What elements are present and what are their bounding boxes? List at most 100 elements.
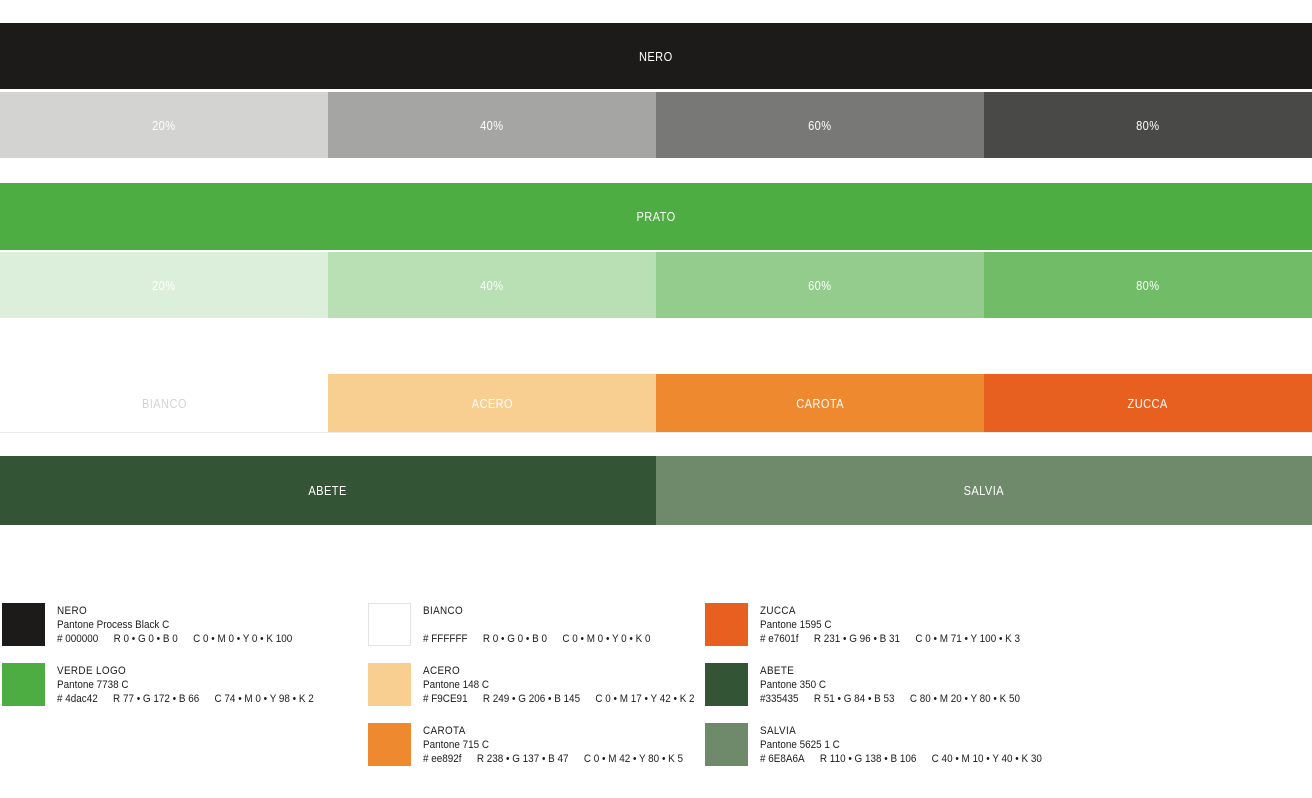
- zucca-cell: ZUCCA: [984, 374, 1312, 432]
- abete-cell: ABETE: [0, 456, 656, 525]
- hex-value: # FFFFFF: [423, 633, 468, 645]
- legend-entry-zucca: ZUCCA Pantone 1595 C # e7601f R 231 • G 9…: [705, 603, 1073, 646]
- acero-cell-label: ACERO: [471, 395, 513, 411]
- accent-colors-row: BIANCO ACERO CAROTA ZUCCA: [0, 374, 1312, 433]
- prato-bar: PRATO: [0, 183, 1312, 250]
- legend-entry-salvia: SALVIA Pantone 5625 1 C # 6E8A6A R 110 • …: [705, 723, 1073, 766]
- nero-tint-40-cell: 40%: [328, 92, 656, 158]
- nero-tints-row: 20% 40% 60% 80%: [0, 92, 1312, 158]
- salvia-cell: SALVIA: [656, 456, 1312, 525]
- color-name: BIANCO: [423, 605, 464, 617]
- legend-column-1: NERO Pantone Process Black C # 000000 R 0…: [2, 603, 368, 783]
- color-name: SALVIA: [760, 725, 797, 737]
- legend-entry-acero: ACERO Pantone 148 C # F9CE91 R 249 • G 20…: [368, 663, 705, 706]
- acero-cell: ACERO: [328, 374, 656, 432]
- green-colors-row: ABETE SALVIA: [0, 456, 1312, 525]
- prato-tint-60-cell: 60%: [656, 252, 984, 318]
- abete-cell-label: ABETE: [308, 483, 348, 498]
- nero-tint-40-label: 40%: [480, 117, 504, 133]
- zucca-swatch: [705, 603, 748, 646]
- rgb-value: R 0 • G 0 • B 0: [113, 633, 178, 645]
- abete-swatch: [705, 663, 748, 706]
- acero-swatch: [368, 663, 411, 706]
- salvia-swatch: [705, 723, 748, 766]
- hex-value: # 000000: [57, 633, 99, 645]
- nero-tint-60-cell: 60%: [656, 92, 984, 158]
- bianco-cell-label: BIANCO: [141, 395, 187, 411]
- pantone-ref: Pantone 1595 C: [760, 619, 832, 631]
- cmyk-value: C 40 • M 10 • Y 40 • K 30: [931, 753, 1042, 765]
- cmyk-value: C 0 • M 71 • Y 100 • K 3: [915, 633, 1021, 645]
- pantone-ref: Pantone 148 C: [423, 679, 490, 691]
- cmyk-value: C 0 • M 0 • Y 0 • K 100: [193, 633, 293, 645]
- nero-tint-80-cell: 80%: [984, 92, 1312, 158]
- color-specs-legend: NERO Pantone Process Black C # 000000 R 0…: [0, 603, 1312, 783]
- color-name: VERDE LOGO: [57, 665, 127, 677]
- hex-value: #335435: [760, 693, 799, 705]
- carota-cell-label: CAROTA: [796, 395, 844, 411]
- hex-value: # e7601f: [760, 633, 799, 645]
- bianco-cell: BIANCO: [0, 374, 328, 432]
- color-specs: #335435 R 51 • G 84 • B 53 C 80 • M 20 • Y…: [760, 692, 1020, 706]
- nero-tint-20-cell: 20%: [0, 92, 328, 158]
- verde-logo-swatch: [2, 663, 45, 706]
- rgb-value: R 238 • G 137 • B 47: [476, 753, 569, 765]
- color-palette-sheet: NERO 20% 40% 60% 80% PRATO 20% 40% 60% 8…: [0, 23, 1312, 798]
- rgb-value: R 77 • G 172 • B 66: [113, 693, 200, 705]
- color-name: NERO: [57, 605, 88, 617]
- rgb-value: R 231 • G 96 • B 31: [813, 633, 901, 645]
- color-specs: # 4dac42 R 77 • G 172 • B 66 C 74 • M 0 • …: [57, 692, 314, 706]
- rgb-value: R 249 • G 206 • B 145: [482, 693, 581, 705]
- prato-bar-label: PRATO: [636, 209, 676, 224]
- cmyk-value: C 74 • M 0 • Y 98 • K 2: [214, 693, 314, 705]
- legend-entry-abete: ABETE Pantone 350 C #335435 R 51 • G 84 •…: [705, 663, 1073, 706]
- legend-entry-carota: CAROTA Pantone 715 C # ee892f R 238 • G 1…: [368, 723, 705, 766]
- rgb-value: R 0 • G 0 • B 0: [482, 633, 548, 645]
- color-specs: # F9CE91 R 249 • G 206 • B 145 C 0 • M 17 …: [423, 692, 695, 706]
- legend-entry-nero: NERO Pantone Process Black C # 000000 R 0…: [2, 603, 368, 646]
- salvia-cell-label: SALVIA: [963, 483, 1005, 498]
- color-name: ZUCCA: [760, 605, 796, 617]
- prato-tint-80-cell: 80%: [984, 252, 1312, 318]
- color-name: ACERO: [423, 665, 461, 677]
- carota-swatch: [368, 723, 411, 766]
- pantone-ref: Pantone 350 C: [760, 679, 827, 691]
- prato-tint-60-label: 60%: [808, 277, 832, 293]
- color-specs: # FFFFFF R 0 • G 0 • B 0 C 0 • M 0 • Y 0 •…: [423, 632, 650, 646]
- carota-cell: CAROTA: [656, 374, 984, 432]
- cmyk-value: C 0 • M 42 • Y 80 • K 5: [583, 753, 684, 765]
- prato-tint-80-label: 80%: [1136, 277, 1160, 293]
- pantone-ref: Pantone 7738 C: [57, 679, 129, 691]
- legend-column-3: ZUCCA Pantone 1595 C # e7601f R 231 • G 9…: [705, 603, 1073, 783]
- prato-tint-20-cell: 20%: [0, 252, 328, 318]
- legend-column-2: BIANCO # FFFFFF R 0 • G 0 • B 0 C 0 • M 0 …: [368, 603, 705, 783]
- legend-entry-bianco: BIANCO # FFFFFF R 0 • G 0 • B 0 C 0 • M 0 …: [368, 603, 705, 646]
- color-name: ABETE: [760, 665, 795, 677]
- zucca-cell-label: ZUCCA: [1127, 395, 1169, 411]
- pantone-ref: [423, 618, 650, 632]
- nero-tint-20-label: 20%: [152, 117, 176, 133]
- rgb-value: R 110 • G 138 • B 106: [819, 753, 917, 765]
- color-specs: # e7601f R 231 • G 96 • B 31 C 0 • M 71 • …: [760, 632, 1020, 646]
- bianco-swatch: [368, 603, 411, 646]
- nero-bar: NERO: [0, 23, 1312, 89]
- rgb-value: R 51 • G 84 • B 53: [813, 693, 895, 705]
- nero-swatch: [2, 603, 45, 646]
- hex-value: # 6E8A6A: [760, 753, 805, 765]
- prato-tint-40-label: 40%: [480, 277, 504, 293]
- legend-entry-verde-logo: VERDE LOGO Pantone 7738 C # 4dac42 R 77 •…: [2, 663, 368, 706]
- pantone-ref: Pantone 715 C: [423, 739, 490, 751]
- color-specs: # 000000 R 0 • G 0 • B 0 C 0 • M 0 • Y 0 •…: [57, 632, 292, 646]
- nero-bar-label: NERO: [639, 48, 673, 64]
- nero-tint-80-label: 80%: [1136, 117, 1160, 133]
- hex-value: # ee892f: [423, 753, 462, 765]
- cmyk-value: C 80 • M 20 • Y 80 • K 50: [909, 693, 1021, 705]
- prato-tint-20-label: 20%: [152, 277, 176, 293]
- nero-tint-60-label: 60%: [808, 117, 832, 133]
- color-specs: # ee892f R 238 • G 137 • B 47 C 0 • M 42 •…: [423, 752, 683, 766]
- cmyk-value: C 0 • M 0 • Y 0 • K 0: [562, 633, 651, 645]
- pantone-ref: Pantone Process Black C: [57, 619, 170, 631]
- cmyk-value: C 0 • M 17 • Y 42 • K 2: [595, 693, 695, 705]
- pantone-ref: Pantone 5625 1 C: [760, 739, 840, 751]
- hex-value: # 4dac42: [57, 693, 98, 705]
